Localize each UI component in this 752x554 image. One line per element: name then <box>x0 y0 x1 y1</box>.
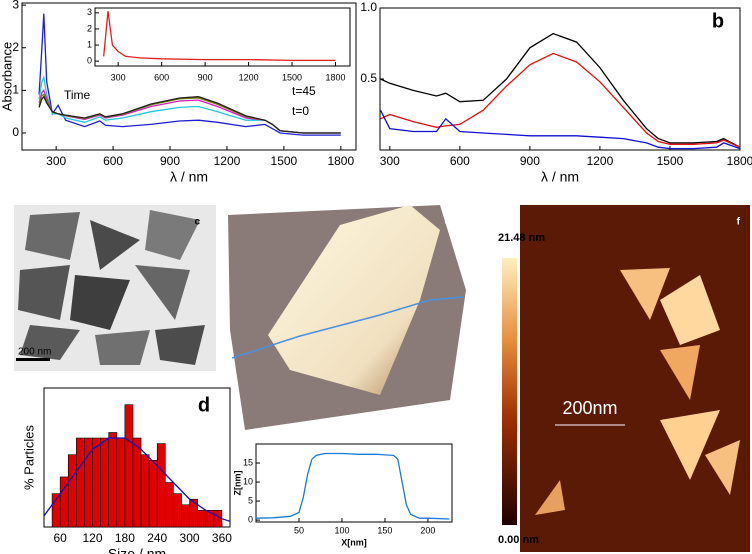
x-tick-label: 300 <box>180 531 200 545</box>
x-tick-label: 1500 <box>271 154 298 168</box>
y-axis-label: Z[nm] <box>232 471 242 496</box>
annotation: Time <box>64 88 91 102</box>
x-tick-label: 900 <box>160 154 180 168</box>
histogram-bar <box>116 437 126 528</box>
histogram-bar <box>140 454 150 528</box>
series-line <box>38 95 341 134</box>
y-tick-label: 2 <box>12 40 19 54</box>
x-tick-label: 300 <box>46 154 66 168</box>
panel-label: e <box>444 217 450 228</box>
x-tick-label: 1200 <box>214 154 241 168</box>
annotation: t=45 <box>292 84 316 98</box>
panel-label: b <box>712 10 724 32</box>
colorbar-label: 0.00 nm <box>498 534 539 546</box>
x-tick-label: 1500 <box>282 72 302 82</box>
histogram-bar <box>67 454 77 528</box>
afm-3d-image <box>228 205 466 430</box>
y-axis-label: Absorbance <box>0 42 14 111</box>
series-line <box>379 109 741 150</box>
histogram-bar <box>76 437 85 528</box>
x-tick-label: 1200 <box>239 72 259 82</box>
series-line <box>380 32 741 148</box>
plot-frame <box>379 7 741 151</box>
x-tick-label: 1500 <box>657 154 684 168</box>
histogram-bar <box>124 404 134 528</box>
x-tick-label: 120 <box>83 531 103 545</box>
series-line <box>43 437 231 523</box>
x-tick-label: 900 <box>198 72 213 82</box>
histogram-bar <box>173 493 182 528</box>
x-tick-label: 300 <box>111 72 126 82</box>
y-tick-label: 1 <box>12 83 19 97</box>
x-tick-label: 900 <box>520 154 540 168</box>
y-tick-label: 0 <box>248 514 253 524</box>
plot-frame <box>255 443 453 523</box>
y-tick-label: 0 <box>12 125 19 139</box>
histogram-bar <box>132 437 142 528</box>
y-tick-label: 5 <box>248 495 253 505</box>
tem-image <box>14 205 216 371</box>
panel-label: c <box>194 217 200 228</box>
x-tick-label: 200 <box>420 525 435 535</box>
scale-label: 200nm <box>562 398 617 418</box>
inset-frame <box>94 7 351 67</box>
x-tick-label: 50 <box>294 525 304 535</box>
y-tick-label: 0 <box>87 56 92 66</box>
histogram-bar <box>165 482 174 528</box>
x-tick-label: 240 <box>147 531 167 545</box>
y-tick-label: 1.0 <box>360 0 377 14</box>
x-tick-label: 1800 <box>727 154 752 168</box>
histogram-bar <box>181 504 190 528</box>
panel-label: d <box>198 394 210 416</box>
y-tick-label: 0.5 <box>360 71 377 85</box>
x-tick-label: 1200 <box>587 154 614 168</box>
histogram-bar <box>148 459 158 528</box>
x-tick-label: 100 <box>334 525 349 535</box>
histogram-bar <box>197 510 207 528</box>
y-tick-label: 15 <box>243 457 253 467</box>
histogram-bar <box>156 443 166 528</box>
panel-label: f <box>737 217 741 228</box>
x-tick-label: 600 <box>450 154 470 168</box>
x-tick-label: 150 <box>377 525 392 535</box>
colorbar-label: 21.48 nm <box>498 232 545 244</box>
y-tick-label: 1 <box>87 39 92 49</box>
series-line <box>380 52 741 148</box>
x-axis-label: Size / nm <box>108 546 166 554</box>
y-tick-label: 2 <box>87 23 92 33</box>
y-tick-label: 3 <box>12 0 19 11</box>
series-line <box>103 11 336 62</box>
x-tick-label: 600 <box>154 72 169 82</box>
afm-2d-image <box>502 205 750 552</box>
annotation: t=0 <box>292 104 309 118</box>
y-axis-label: % Particles <box>21 424 36 490</box>
series-line <box>255 452 450 520</box>
x-tick-label: 360 <box>212 531 232 545</box>
x-axis-label: λ / nm <box>541 169 579 185</box>
histogram-bar <box>92 437 101 528</box>
histogram-bar <box>100 437 109 528</box>
y-tick-label: 10 <box>243 476 253 486</box>
x-tick-label: 300 <box>380 154 400 168</box>
x-tick-label: 1800 <box>325 72 345 82</box>
x-tick-label: 600 <box>103 154 123 168</box>
x-axis-label: λ / nm <box>170 169 208 185</box>
histogram-bar <box>108 432 118 528</box>
x-tick-label: 60 <box>53 531 67 545</box>
x-tick-label: 180 <box>115 531 135 545</box>
scale-label: 200 nm <box>18 347 51 358</box>
x-axis-label: X[nm] <box>341 537 367 547</box>
series-line <box>38 13 341 136</box>
y-tick-label: 3 <box>87 7 92 17</box>
x-tick-label: 1800 <box>327 154 354 168</box>
